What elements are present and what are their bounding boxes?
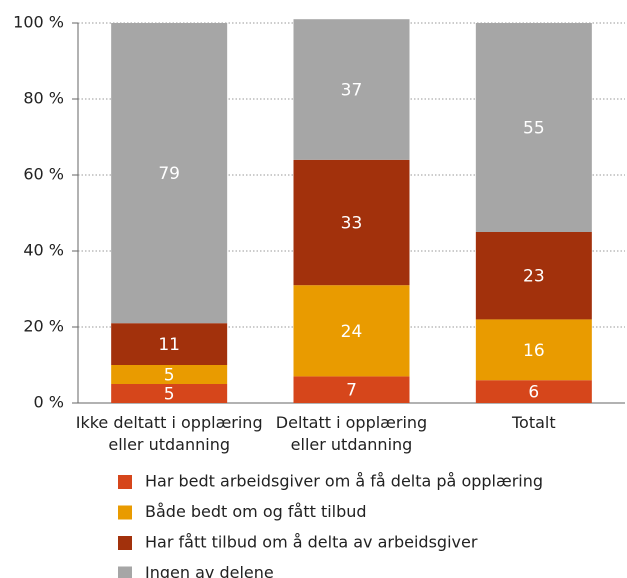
- value-label: 79: [158, 164, 180, 184]
- value-label: 16: [523, 341, 545, 361]
- legend-swatch: [118, 566, 132, 578]
- y-tick-label: 80 %: [23, 89, 64, 108]
- bar-segment: [111, 384, 228, 403]
- value-label: 55: [523, 119, 545, 139]
- x-tick-label: Ikke deltatt i opplæring eller utdanning: [76, 413, 263, 454]
- bar-segment: [475, 232, 592, 320]
- legend-label: Både bedt om og fått tilbud: [145, 502, 367, 521]
- bar-segment: [475, 380, 592, 403]
- value-label: 24: [341, 322, 363, 342]
- y-tick-label: 0 %: [34, 393, 64, 412]
- value-label: 6: [528, 383, 539, 403]
- value-label: 5: [164, 385, 175, 405]
- legend-swatch: [118, 536, 132, 550]
- bar-segment: [111, 365, 228, 384]
- y-tick-label: 100 %: [13, 13, 64, 32]
- bar-segment: [293, 285, 410, 377]
- value-label: 11: [158, 335, 180, 355]
- y-tick-label: 20 %: [23, 317, 64, 336]
- legend-label: Har bedt arbeidsgiver om å få delta på o…: [145, 472, 543, 491]
- bar-segment: [111, 23, 228, 324]
- value-label: 37: [341, 81, 363, 101]
- legend-swatch: [118, 505, 132, 520]
- bar-segment: [475, 23, 592, 232]
- value-label: 23: [523, 267, 545, 287]
- x-tick-label: Totalt: [511, 413, 556, 432]
- legend-label: Ingen av delene: [145, 563, 274, 578]
- legend-swatch: [118, 475, 132, 489]
- y-tick-label: 60 %: [23, 165, 64, 184]
- legend-label: Har fått tilbud om å delta av arbeidsgiv…: [145, 533, 478, 552]
- bar-segment: [111, 323, 228, 365]
- value-label: 5: [164, 366, 175, 386]
- bar-segment: [475, 319, 592, 381]
- value-label: 33: [341, 214, 363, 234]
- x-tick-label: Deltatt i opplæring eller utdanning: [276, 413, 427, 454]
- value-label: 7: [346, 381, 357, 401]
- bar-segment: [293, 19, 410, 160]
- bar-segment: [293, 159, 410, 286]
- bar-segment: [293, 376, 410, 403]
- y-tick-label: 40 %: [23, 241, 64, 260]
